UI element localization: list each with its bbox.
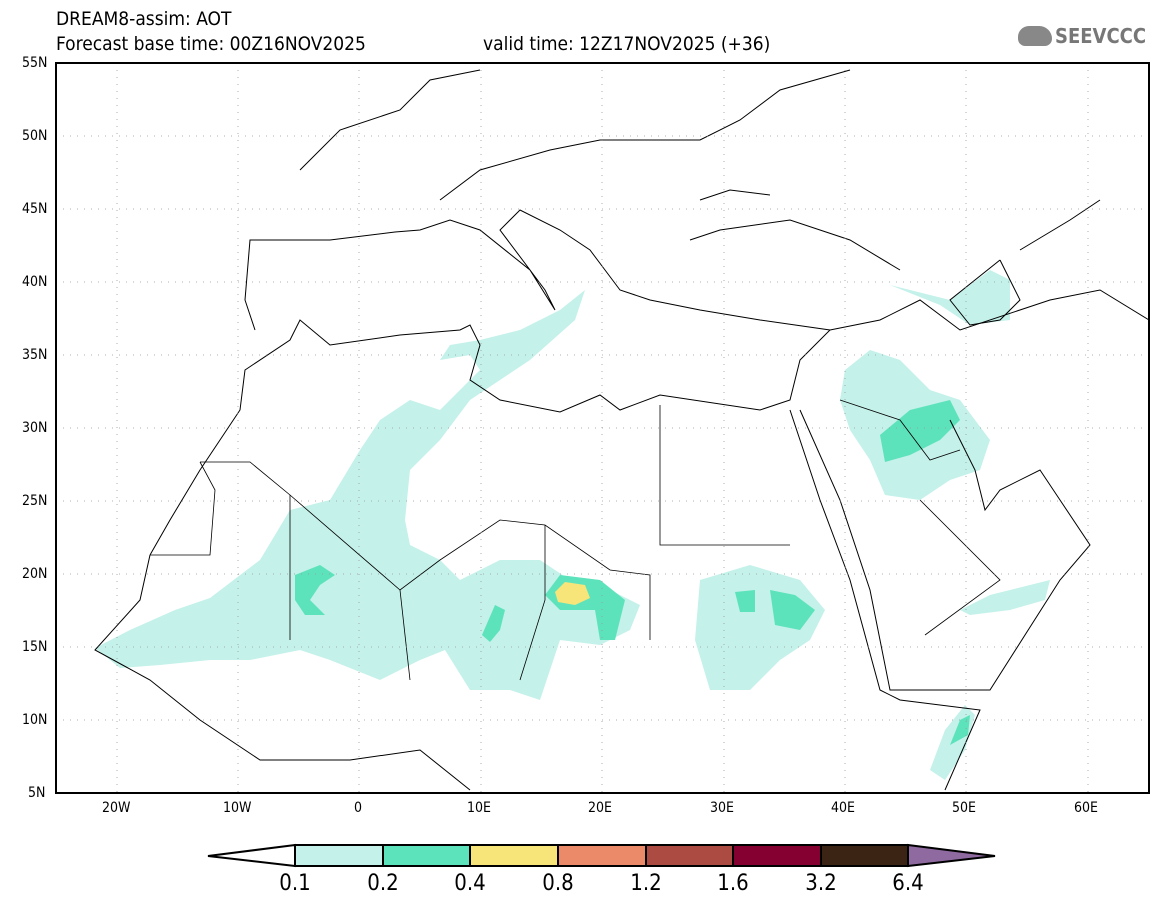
lon-label: 0 [354,800,363,816]
colorbar-bin-1 [294,844,384,867]
colorbar-bin-3 [469,844,559,867]
dust-field [95,270,1050,780]
map-title: DREAM8-assim: AOT [56,8,232,30]
colorbar-bin-6 [732,844,822,867]
lon-label: 10E [467,800,491,816]
lat-label: 40N [22,274,48,290]
lon-label: 10W [223,800,252,816]
colorbar-bin-2 [382,844,471,867]
lat-label: 45N [22,201,48,217]
lat-label: 20N [22,566,48,582]
aot-0.2-c [482,605,505,642]
lon-label: 20W [102,800,131,816]
colorbar-bin-7 [820,844,909,867]
colorbar-label: 1.6 [717,871,749,896]
lat-label: 5N [28,785,46,801]
cloud-icon [1018,26,1052,46]
lat-label: 55N [22,55,48,71]
colorbar-bin-4 [557,844,647,867]
colorbar [207,843,996,868]
valid-time: valid time: 12Z17NOV2025 (+36) [483,33,771,55]
colorbar-label: 0.1 [279,871,311,896]
aot-0.2-f [880,400,960,462]
map-frame [55,62,1150,794]
aot-0.2-a [295,565,335,615]
aot-0.2-e [735,590,755,612]
forecast-base-time: Forecast base time: 00Z16NOV2025 [56,33,366,55]
lon-label: 50E [952,800,976,816]
aot-0.4-chad [555,582,590,605]
lat-label: 30N [22,420,48,436]
lat-label: 10N [22,712,48,728]
aot-0.2-d [770,590,815,630]
lon-label: 60E [1074,800,1098,816]
gridlines [56,63,1149,793]
seevccc-logo: SEEVCCC [1018,24,1146,48]
coastlines [94,69,1150,791]
colorbar-label: 0.8 [542,871,574,896]
logo-text: SEEVCCC [1055,24,1147,48]
lon-label: 30E [710,800,734,816]
colorbar-label: 6.4 [892,871,924,896]
colorbar-under-triangle [207,843,296,868]
aot-0.1-caspian [890,270,1010,325]
borders [150,399,1001,681]
colorbar-bin-5 [645,844,734,867]
colorbar-label: 3.2 [805,871,837,896]
lat-label: 50N [22,128,48,144]
lon-label: 40E [831,800,855,816]
colorbar-over-triangle [907,843,996,868]
aot-0.2-g [950,715,970,745]
lat-label: 15N [22,639,48,655]
aot-0.1-sudan [695,565,825,690]
colorbar-label: 0.2 [367,871,399,896]
colorbar-label: 1.2 [630,871,662,896]
colorbar-label: 0.4 [454,871,486,896]
lat-label: 25N [22,493,48,509]
aot-0.1-yemen [960,580,1050,615]
lat-label: 35N [22,347,48,363]
aot-0.1-west-africa [95,290,640,700]
lon-label: 20E [588,800,612,816]
